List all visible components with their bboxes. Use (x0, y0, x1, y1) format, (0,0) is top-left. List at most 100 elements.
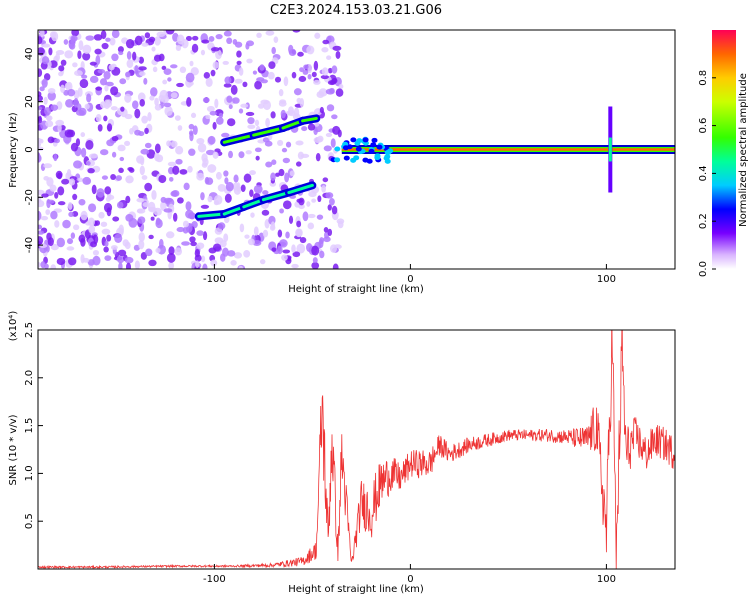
heatmap-noise-blob (56, 237, 66, 248)
heatmap-noise-blob (338, 84, 344, 89)
heatmap-noise-blob (106, 139, 115, 147)
heatmap-noise-blob (82, 52, 91, 61)
heatmap-xtick-label: 100 (597, 274, 616, 285)
heatmap-noise-blob (116, 255, 125, 264)
heatmap-noise-blob (100, 221, 108, 227)
heatmap-noise-blob (278, 100, 287, 107)
heatmap-noise-blob (155, 247, 161, 254)
heatmap-noise-blob (55, 49, 65, 55)
heatmap-noise-blob (335, 50, 341, 59)
heatmap-noise-blob (111, 53, 119, 62)
heatmap-noise-blob (92, 255, 101, 266)
heatmap-noise-blob (321, 185, 326, 193)
heatmap-branch-core (261, 191, 291, 202)
heatmap-xtick-label: -100 (203, 274, 226, 285)
heatmap-noise-blob (161, 65, 167, 71)
heatmap-noise-blob (170, 64, 178, 69)
heatmap-noise-blob (307, 63, 312, 74)
heatmap-noise-blob (207, 135, 216, 145)
heatmap-noise-blob (68, 257, 77, 266)
snr-ytick-label: 1.0 (24, 465, 35, 481)
heatmap-noise-blob (101, 175, 109, 180)
heatmap-noise-blob (88, 203, 97, 213)
heatmap-noise-blob (277, 139, 284, 147)
heatmap-noise-blob (296, 97, 302, 104)
heatmap-noise-blob (170, 190, 178, 197)
heatmap-noise-blob (176, 34, 185, 45)
heatmap-noise-blob (292, 251, 301, 258)
heatmap-noise-blob (174, 247, 183, 256)
heatmap-noise-blob (80, 210, 88, 221)
heatmap-noise-blob (260, 79, 268, 84)
heatmap-noise-blob (155, 217, 161, 226)
heatmap-noise-blob (151, 46, 156, 52)
heatmap-noise-blob (224, 177, 229, 185)
heatmap-noise-blob (213, 200, 220, 206)
heatmap-noise-blob (38, 94, 44, 102)
heatmap-noise-blob (38, 236, 44, 245)
heatmap-noise-blob (311, 71, 317, 78)
heatmap-noise-blob (307, 123, 316, 131)
heatmap-noise-blob (216, 116, 224, 125)
heatmap-noise-blob (292, 30, 301, 33)
heatmap-noise-blob (220, 253, 226, 262)
heatmap-noise-blob (254, 147, 262, 153)
heatmap-turbulence-blob (355, 146, 362, 152)
heatmap-noise-blob (60, 84, 65, 94)
heatmap-noise-blob (267, 71, 275, 80)
colorbar-ticks: 0.0 0.2 0.4 0.6 0.8 (698, 70, 716, 277)
heatmap-noise-blob (39, 30, 45, 38)
heatmap-noise-blob (54, 138, 60, 144)
heatmap-noise-blob (312, 257, 318, 264)
heatmap-xtick-label: 0 (407, 274, 413, 285)
heatmap-noise-blob (132, 100, 139, 110)
heatmap-noise-blob (172, 165, 180, 175)
heatmap-noise-blob (200, 204, 210, 209)
heatmap-ytick-label: 0 (24, 146, 35, 152)
heatmap-noise-blob (138, 56, 145, 64)
heatmap-noise-blob (70, 232, 76, 239)
heatmap-turbulence-blob (342, 145, 349, 151)
snr-xlabel: Height of straight line (km) (288, 584, 424, 595)
heatmap-noise-blob (154, 104, 162, 111)
heatmap-noise-blob (77, 50, 82, 60)
heatmap-turbulence-blob (374, 153, 381, 159)
heatmap-noise-blob (247, 238, 255, 246)
heatmap-noise-blob (45, 115, 53, 121)
heatmap-feature-0 (38, 30, 345, 269)
heatmap-noise-blob (329, 244, 338, 253)
heatmap-noise-blob (196, 172, 205, 181)
heatmap-noise-blob (212, 243, 222, 252)
heatmap-noise-blob (147, 111, 152, 122)
heatmap-noise-blob (245, 150, 252, 155)
heatmap-noise-blob (271, 46, 276, 55)
heatmap-turbulence-blob (368, 148, 375, 154)
heatmap-noise-blob (175, 145, 184, 155)
heatmap-noise-blob (125, 175, 134, 184)
heatmap-noise-blob (264, 219, 270, 229)
heatmap-noise-blob (80, 254, 85, 264)
heatmap-noise-blob (68, 178, 76, 186)
heatmap-noise-blob (163, 68, 172, 75)
heatmap-noise-blob (194, 254, 202, 262)
heatmap-noise-blob (82, 44, 92, 54)
heatmap-noise-blob (106, 123, 113, 132)
heatmap-noise-blob (205, 149, 215, 156)
heatmap-noise-blob (105, 99, 113, 108)
heatmap-turbulence-blob (370, 142, 377, 148)
heatmap-noise-blob (78, 234, 86, 243)
heatmap-noise-blob (313, 60, 319, 71)
snr-frame (37, 329, 676, 570)
heatmap-noise-blob (278, 89, 284, 97)
heatmap-noise-blob (320, 74, 330, 80)
heatmap-noise-blob (103, 71, 111, 80)
heatmap-noise-blob (95, 113, 102, 122)
heatmap-noise-blob (88, 153, 98, 159)
heatmap-noise-blob (71, 30, 80, 37)
heatmap-noise-blob (311, 245, 320, 256)
heatmap-noise-blob (176, 82, 184, 88)
heatmap-noise-blob (205, 177, 214, 185)
heatmap-noise-blob (222, 60, 229, 65)
heatmap-noise-blob (192, 125, 198, 135)
heatmap-noise-blob (72, 193, 78, 201)
